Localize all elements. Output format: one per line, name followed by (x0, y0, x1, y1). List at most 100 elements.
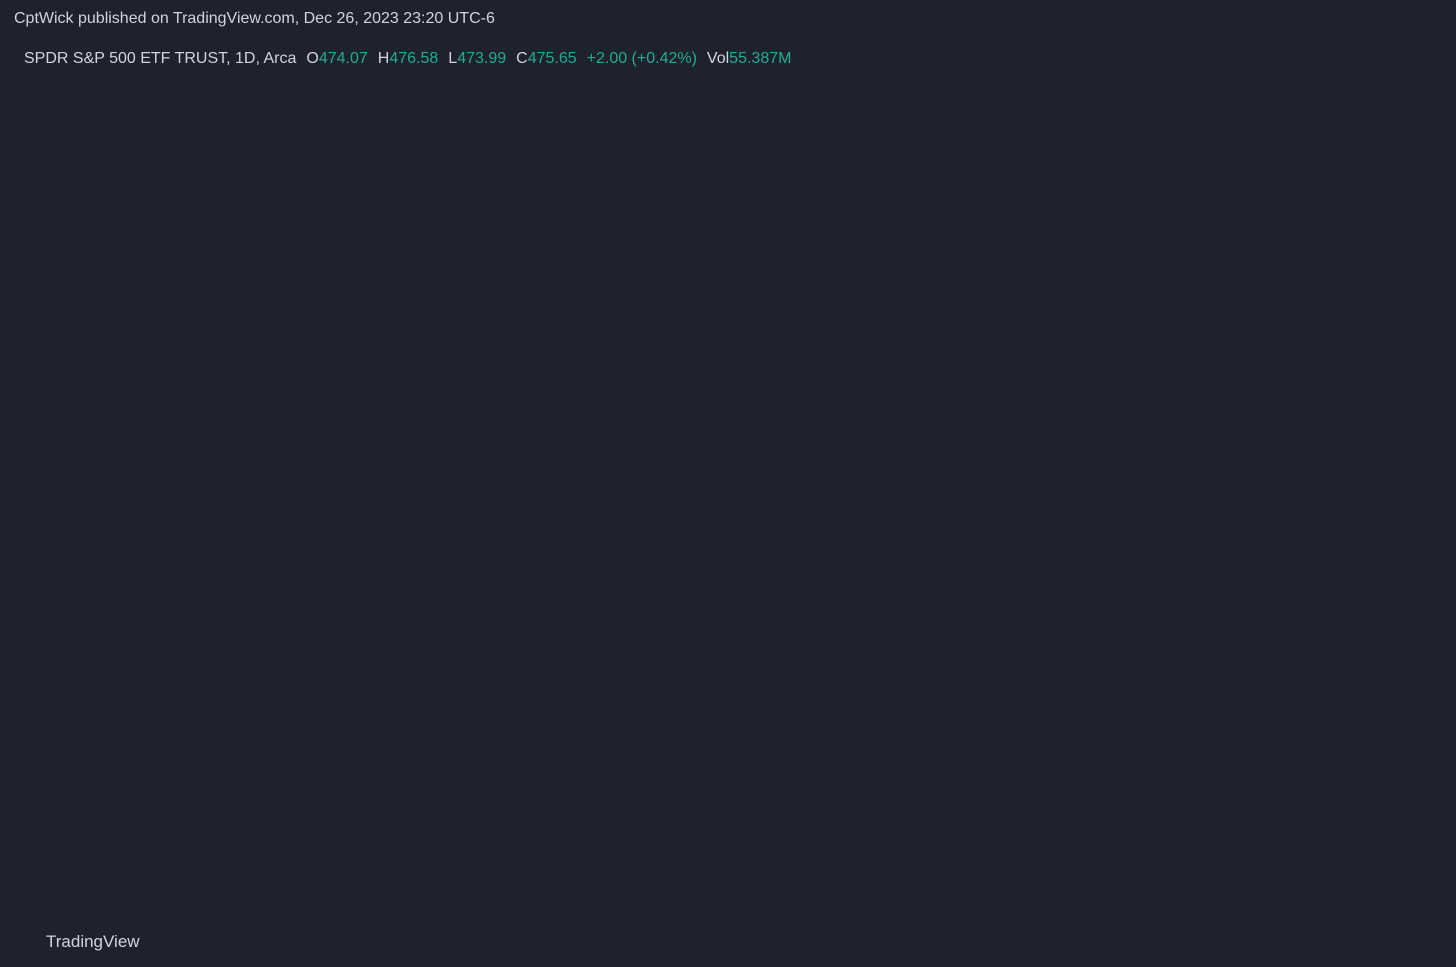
candle-body (702, 649, 714, 711)
candle-body (803, 615, 816, 632)
candle-body (962, 408, 974, 413)
candle-body (81, 813, 93, 880)
candle-body (659, 715, 671, 724)
candle-body (687, 704, 700, 715)
volume-profile (816, 297, 865, 648)
volume-profile (14, 760, 40, 812)
grid (14, 38, 1360, 880)
level-label-box (1362, 608, 1434, 631)
candle-body (846, 612, 859, 636)
level-label-box (1362, 638, 1434, 661)
candle-body (875, 586, 888, 610)
event-icon[interactable] (1040, 849, 1066, 875)
symbol: SPDR S&P 500 ETF TRUST, 1D, Arca (24, 50, 297, 67)
session-bands (225, 38, 1032, 880)
legend-key: H (377, 50, 390, 67)
candle-body (66, 826, 79, 838)
value-area (14, 585, 1360, 650)
candle-body (976, 369, 989, 387)
candle-body (52, 818, 64, 825)
x-tick-label: Dec (810, 891, 838, 908)
brand-logo (14, 936, 44, 948)
axes: 440.00 444.00 448.00 452.00 456.00 460.00 464.… (49, 107, 1423, 908)
candle-body (904, 527, 917, 566)
y-tick-label: 448.00 (1374, 741, 1423, 758)
level-label: 458.32 (1374, 577, 1423, 594)
value-area-band (14, 585, 1360, 650)
highlight-band (225, 38, 268, 880)
candle-body (948, 362, 960, 371)
candle-body (731, 637, 743, 640)
candle-body (23, 709, 35, 733)
y-tick-label: 472.00 (1374, 361, 1423, 378)
level-label: 471.01 (1374, 376, 1423, 393)
level-label: 445.98 (1374, 773, 1423, 790)
y-tick-label: 480.00 (1374, 234, 1423, 251)
x-tick-label: 18 (49, 891, 67, 908)
legend-value: 476.58 (389, 50, 439, 67)
candle-body (818, 572, 830, 628)
legend-value: 475.65 (527, 50, 577, 67)
level-label: 454.95 (1374, 631, 1423, 648)
volume-profiles (14, 297, 975, 880)
candle-body (890, 555, 902, 601)
highlight-band (845, 38, 873, 880)
y-tick-label: 488.00 (1374, 107, 1423, 124)
x-tick-label: Nov (506, 891, 534, 908)
legend-volume: 55.387M (729, 50, 792, 67)
x-tick-label: 16 (1234, 891, 1252, 908)
volume-profile (512, 585, 720, 778)
candle-body (832, 611, 844, 630)
level-label-box (1362, 574, 1434, 597)
candle-body (991, 323, 1003, 362)
volume-profile (512, 852, 570, 880)
legend-value: 474.07 (318, 50, 368, 67)
candle-body (1020, 357, 1032, 381)
level-label: 456.20 (1374, 611, 1423, 628)
level-label-box (1362, 770, 1434, 793)
volume-profile (14, 708, 98, 826)
level-name: SEP POC (1279, 789, 1350, 806)
levels: 458.32 NOV VAH 471.01 456.20 454.95 NOV POC 45… (14, 374, 1434, 806)
y-tick-label: 444.00 (1374, 804, 1423, 821)
candle-body (716, 664, 729, 669)
y-tick-label: 452.00 (1374, 677, 1423, 694)
event-icon-dot (1059, 849, 1067, 857)
candle-body (760, 643, 772, 648)
candle-body (1049, 310, 1061, 338)
legend: SPDR S&P 500 ETF TRUST, 1D, Arca O 474.07… (24, 48, 791, 70)
level-name: NOV POC (1276, 647, 1350, 664)
y-tick-label: 464.00 (1374, 487, 1423, 504)
y-tick-label: 440.00 (1374, 867, 1423, 884)
x-tick-label: 18 (974, 891, 992, 908)
currency-button[interactable] (1365, 43, 1435, 77)
candle-body (933, 392, 946, 490)
level-label: 454.31 (1374, 641, 1423, 658)
y-tick-label: 484.00 (1374, 171, 1423, 188)
candle-body (774, 638, 787, 654)
legend-change: +2.00 (+0.42%) (586, 50, 697, 67)
y-tick-label: 456.00 (1374, 614, 1423, 631)
candle-body (644, 737, 657, 777)
candles (23, 296, 1061, 880)
legend-key: Vol (706, 50, 730, 67)
candle-body (1005, 337, 1018, 430)
candle-body (37, 767, 50, 823)
y-tick-label: 476.00 (1374, 297, 1423, 314)
brand: TradingView (46, 932, 140, 951)
candle-body (673, 713, 685, 731)
volume-profile (512, 585, 600, 778)
legend-value: 473.99 (457, 50, 507, 67)
legend-key: O (306, 50, 319, 67)
candle-body (919, 493, 931, 535)
candle-body (1034, 339, 1047, 345)
highlight-band (1004, 38, 1032, 880)
level-label-box (1362, 628, 1434, 651)
candle-body (789, 603, 801, 646)
currency-label[interactable]: USD (1378, 52, 1412, 69)
x-tick-label: Oct (190, 891, 215, 908)
legend-key: L (448, 50, 458, 67)
candle-body (630, 872, 642, 880)
